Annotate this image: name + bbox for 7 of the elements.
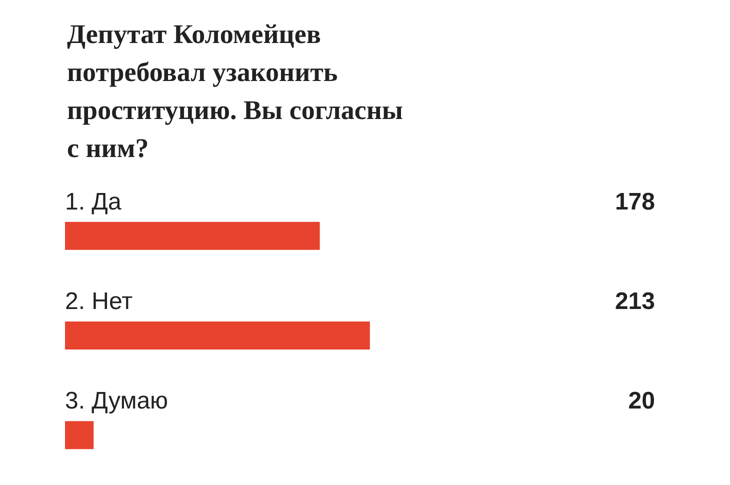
y-tick-label: 3. Думаю: [65, 388, 168, 415]
data-label: 20: [628, 388, 655, 415]
data-label: 213: [614, 288, 655, 315]
data-label: 178: [614, 188, 655, 216]
y-tick-label: 2. Нет: [65, 288, 133, 315]
chart-title: Депутат Коломейцев потребовал узаконить проституцию. Вы согласны с ним?: [67, 19, 410, 163]
y-tick-label: 1. Да: [65, 188, 122, 216]
